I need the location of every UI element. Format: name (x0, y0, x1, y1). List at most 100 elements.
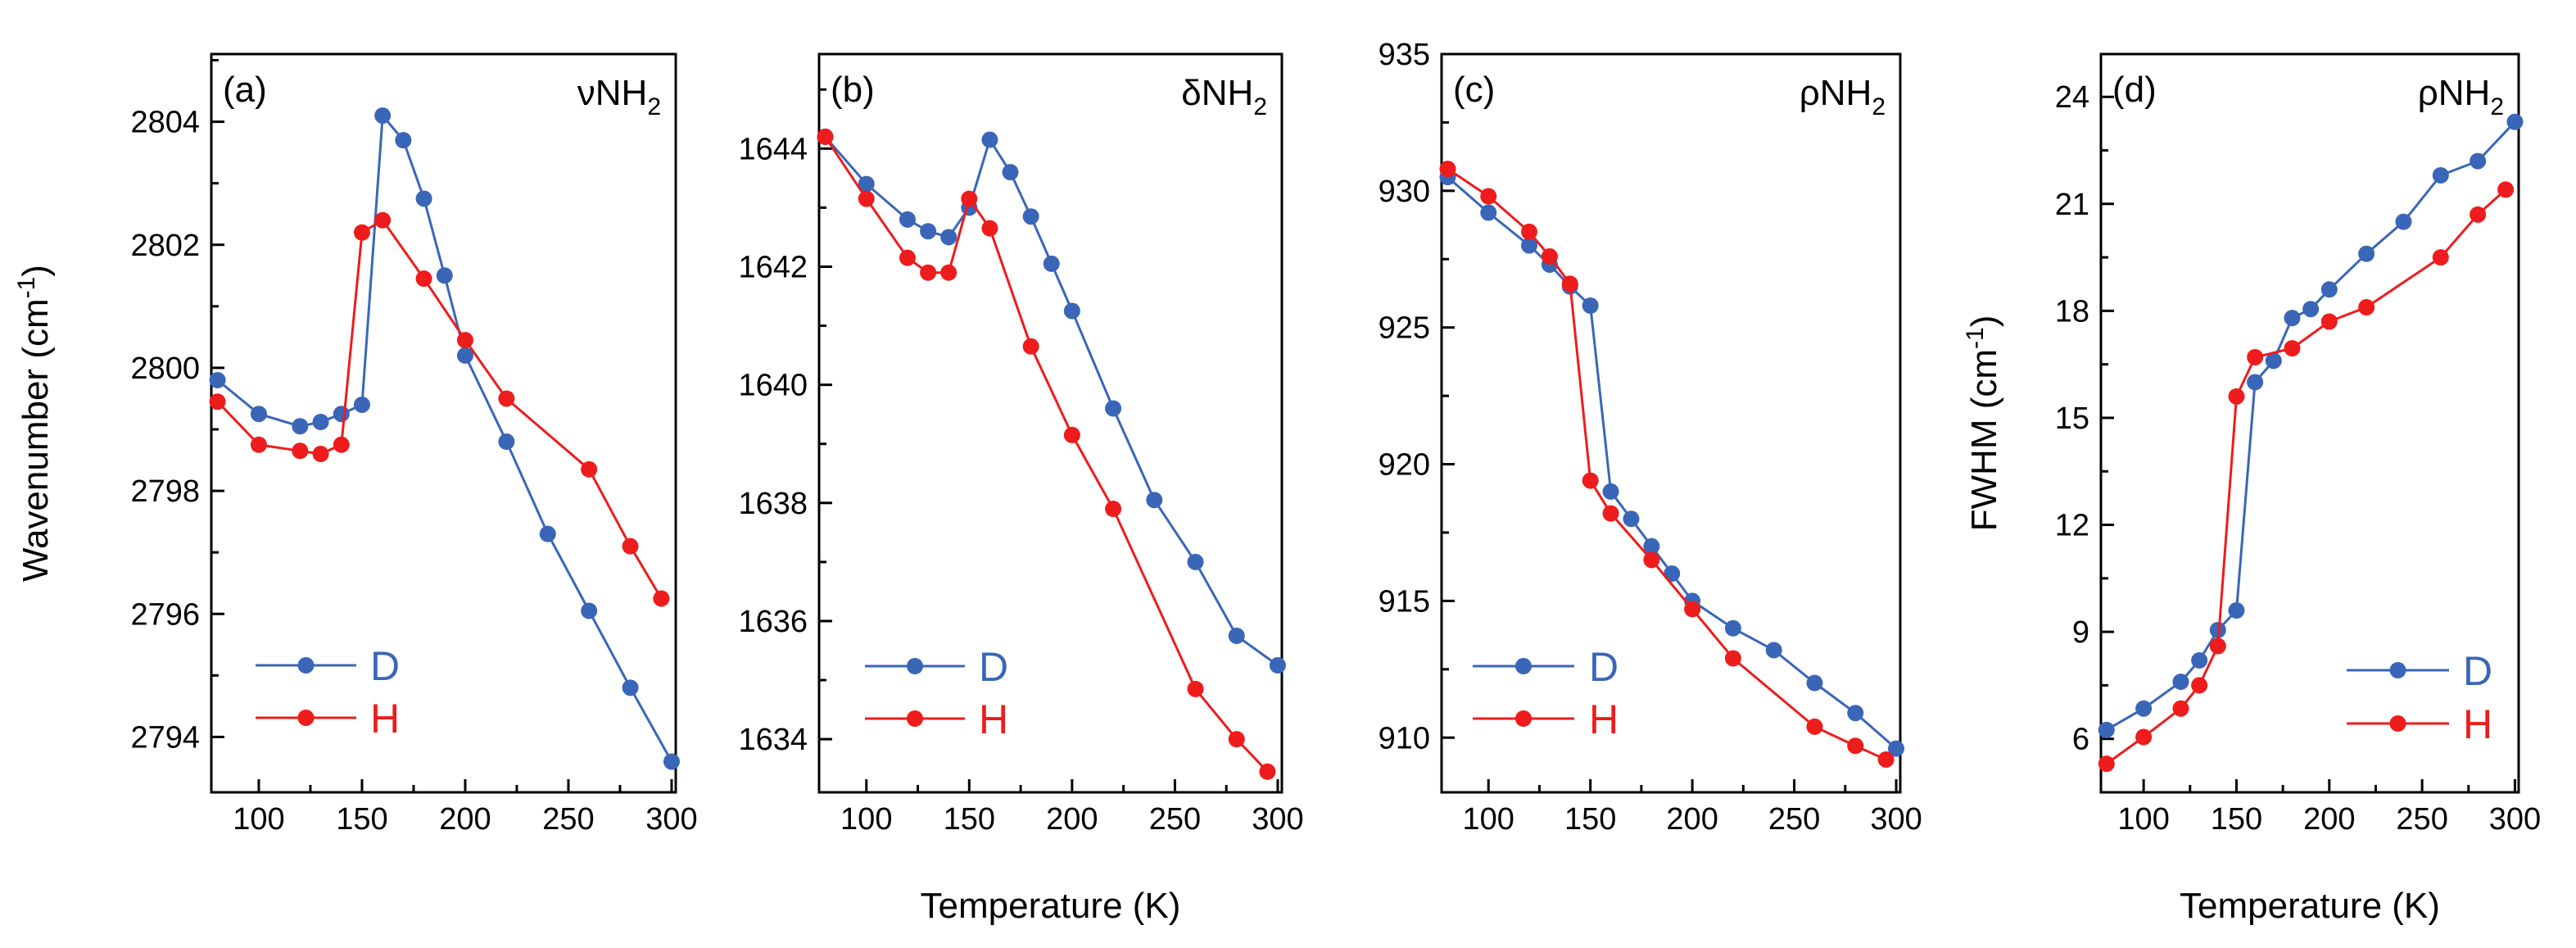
vibration-mode-label: ρNH2 (2418, 73, 2504, 120)
data-point-H (858, 190, 875, 207)
data-point-D (1063, 302, 1080, 320)
y-tick-label: 21 (2055, 188, 2089, 222)
chart-panel-c: 100 150 200 250 300 910 915 920 925 930 935 (c) ρNH2… (1379, 38, 1922, 837)
y-tick-label: 1636 (738, 605, 808, 639)
data-point-D (2228, 602, 2245, 619)
series-D (1439, 169, 1905, 757)
data-point-H (2172, 700, 2189, 717)
y-tick-label: 1634 (738, 723, 808, 757)
data-point-D (581, 602, 598, 619)
data-point-D (2302, 301, 2320, 318)
legend-marker-D (2389, 662, 2406, 678)
y-axis-title: FWHM (cm-1) (1962, 315, 2004, 532)
data-point-D (2172, 674, 2189, 691)
plot-frame (817, 52, 1283, 794)
data-point-D (1269, 657, 1286, 674)
legend-label-H: H (1589, 696, 1618, 742)
y-tick-label: 1644 (738, 132, 808, 166)
x-tick-label: 250 (1768, 802, 1820, 837)
data-point-H (1439, 161, 1456, 178)
data-point-D (1806, 674, 1823, 692)
x-tick-label: 200 (1046, 802, 1098, 837)
chart-panel-a: 100 150 200 250 300 2794 2796 2798 2800 2802 2804 (… (13, 52, 698, 837)
data-point-D (312, 413, 329, 430)
y-tick-label: 935 (1379, 38, 1430, 72)
x-axis-title: Temperature (K) (2180, 886, 2440, 926)
data-point-H (1541, 247, 1558, 265)
data-point-D (1521, 237, 1538, 254)
data-point-D (498, 433, 515, 451)
data-point-D (292, 418, 309, 435)
data-point-D (250, 406, 267, 423)
plot-frame (1440, 52, 1902, 794)
y-tick-label: 1642 (738, 250, 808, 284)
y-axis-title: Wavenumber (cm-1) (13, 265, 56, 582)
data-point-D (2432, 166, 2449, 184)
series-D (2098, 113, 2524, 738)
series-H (2098, 181, 2515, 773)
data-point-D (1187, 553, 1204, 570)
data-point-D (1888, 740, 1905, 757)
data-point-D (2470, 152, 2487, 170)
data-point-H (1022, 338, 1039, 355)
data-point-D (456, 347, 473, 364)
data-point-H (312, 446, 329, 463)
data-point-H (2191, 677, 2208, 694)
data-point-D (899, 211, 916, 228)
data-point-H (2228, 388, 2245, 405)
data-point-D (1480, 204, 1497, 221)
legend-marker-D (297, 657, 315, 674)
panel-label: (d) (2112, 70, 2157, 110)
data-point-D (622, 679, 639, 696)
data-point-H (2135, 728, 2153, 746)
legend: DH (2347, 648, 2492, 747)
legend: DH (256, 643, 400, 742)
y-tick-label: 1640 (738, 369, 808, 403)
y-tick-label: 2802 (130, 229, 200, 263)
x-axis-title: Temperature (K) (921, 886, 1181, 926)
data-point-H (1877, 751, 1895, 768)
data-point-H (2284, 340, 2301, 357)
x-tick-label: 300 (1252, 802, 1303, 837)
data-point-H (1480, 188, 1497, 205)
data-point-H (2247, 348, 2264, 365)
data-point-D (981, 131, 998, 148)
y-tick-label: 915 (1379, 584, 1430, 619)
data-point-H (333, 436, 350, 453)
series-D (209, 107, 680, 770)
legend-marker-H (907, 710, 923, 727)
legend-label-H: H (2463, 701, 2492, 747)
panel-label: (c) (1453, 70, 1495, 110)
legend-marker-D (1515, 658, 1532, 674)
x-tick-label: 150 (1564, 802, 1616, 837)
data-point-H (622, 538, 639, 555)
data-point-H (1724, 650, 1741, 667)
data-point-H (353, 224, 370, 241)
data-point-H (1063, 426, 1080, 443)
x-tick-label: 150 (944, 802, 995, 837)
data-point-H (2497, 181, 2515, 198)
y-tick-label: 2804 (130, 106, 200, 140)
legend-marker-H (1515, 710, 1532, 727)
data-point-H (1643, 551, 1660, 569)
y-tick-label: 2800 (130, 352, 200, 386)
y-tick-label: 24 (2055, 80, 2089, 115)
vibration-mode-label: δNH2 (1181, 73, 1267, 120)
data-point-D (1022, 208, 1039, 225)
series-H (817, 128, 1276, 780)
x-tick-label: 250 (2396, 802, 2447, 837)
data-point-H (1259, 763, 1276, 780)
data-point-H (1847, 737, 1864, 755)
data-point-H (940, 264, 958, 281)
data-point-D (1146, 492, 1163, 509)
data-point-H (1602, 505, 1619, 522)
data-point-D (2247, 374, 2264, 391)
data-point-D (1724, 619, 1741, 637)
x-tick-label: 300 (2489, 802, 2541, 837)
data-point-D (2395, 213, 2412, 230)
legend-label-H: H (370, 696, 400, 742)
data-point-H (920, 264, 937, 281)
data-point-H (1806, 718, 1823, 735)
plot-frame (210, 52, 677, 794)
